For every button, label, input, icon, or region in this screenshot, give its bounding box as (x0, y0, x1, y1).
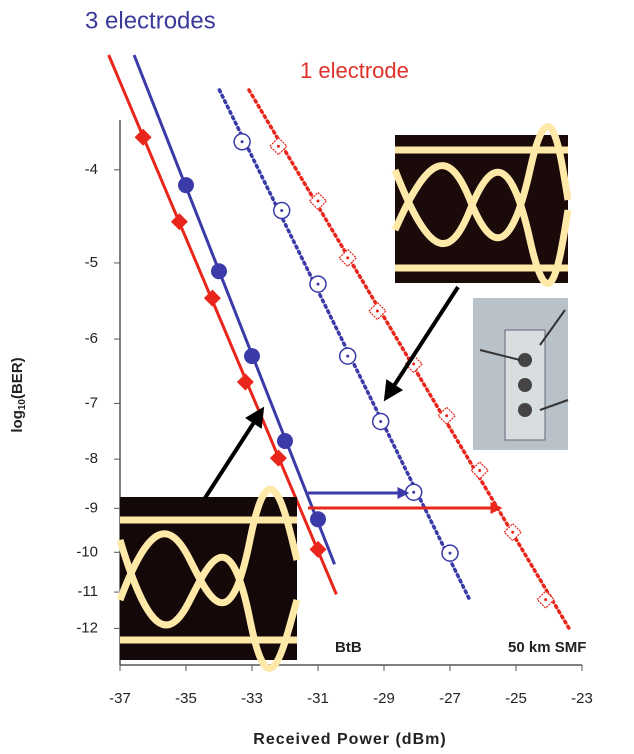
fit-line (107, 54, 338, 595)
wire (479, 309, 569, 411)
y-tick-label: -5 (85, 254, 98, 271)
point (134, 128, 152, 146)
point (236, 373, 254, 391)
arrow (203, 406, 265, 500)
fit-line (247, 88, 571, 630)
pad (518, 353, 532, 367)
point (309, 540, 327, 558)
point-dot (448, 551, 452, 555)
y-axis-label-part: log (9, 410, 26, 433)
point-dot (240, 140, 244, 144)
x-tick-label: -35 (175, 690, 197, 707)
point (244, 348, 260, 365)
annotation: 1 electrode (300, 58, 409, 83)
eye-trace (391, 123, 572, 287)
pad (518, 403, 532, 417)
point-dot (445, 414, 449, 418)
y-axis-label: log10(BER) (9, 357, 28, 432)
y-tick-label: -11 (77, 583, 98, 600)
x-tick-label: -29 (373, 690, 395, 707)
x-tick-label: -37 (109, 690, 131, 707)
y-tick-label: -12 (76, 619, 98, 636)
x-tick-label: -33 (241, 690, 263, 707)
point (170, 213, 188, 231)
point-dot (375, 309, 379, 313)
y-tick-label: -8 (85, 450, 98, 467)
point-dot (412, 490, 416, 494)
annotation: 50 km SMF (508, 639, 586, 656)
point-dot (346, 354, 350, 358)
y-tick-label: -4 (85, 161, 98, 178)
point-dot (316, 199, 320, 203)
annotation: BtB (335, 639, 362, 656)
y-tick-label: -10 (76, 543, 98, 560)
point (277, 433, 293, 450)
y-axis-label-part: (BER) (9, 357, 26, 399)
annotation: 3 electrodes (85, 7, 216, 34)
eye-trace (116, 485, 301, 672)
y-tick-label: -9 (85, 499, 98, 516)
point-dot (379, 419, 383, 423)
eye-diagram (395, 135, 568, 283)
arrow (383, 285, 460, 402)
insets (116, 123, 572, 672)
point-dot (346, 256, 350, 260)
fit-line (217, 88, 471, 600)
y-axis-label-part: 10 (17, 399, 28, 411)
point-dot (316, 282, 320, 286)
y-tick-label: -6 (85, 330, 98, 347)
point (310, 511, 326, 528)
point-dot (544, 598, 548, 602)
x-tick-label: -25 (505, 690, 527, 707)
pad (518, 378, 532, 392)
x-tick-label: -31 (307, 690, 329, 707)
fit-line (132, 54, 336, 565)
x-tick-label: -23 (571, 690, 593, 707)
y-tick-label: -7 (85, 394, 98, 411)
x-tick-label: -27 (439, 690, 461, 707)
point-dot (276, 144, 280, 148)
point (211, 263, 227, 280)
point (203, 289, 221, 307)
point-dot (478, 468, 482, 472)
point-dot (280, 209, 284, 213)
point (269, 449, 287, 467)
plot-area (107, 54, 583, 671)
eye-diagram (120, 497, 297, 660)
point-dot (412, 362, 416, 366)
point-dot (511, 530, 515, 534)
x-axis-label: Received Power (dBm) (253, 731, 446, 748)
point (178, 177, 194, 194)
